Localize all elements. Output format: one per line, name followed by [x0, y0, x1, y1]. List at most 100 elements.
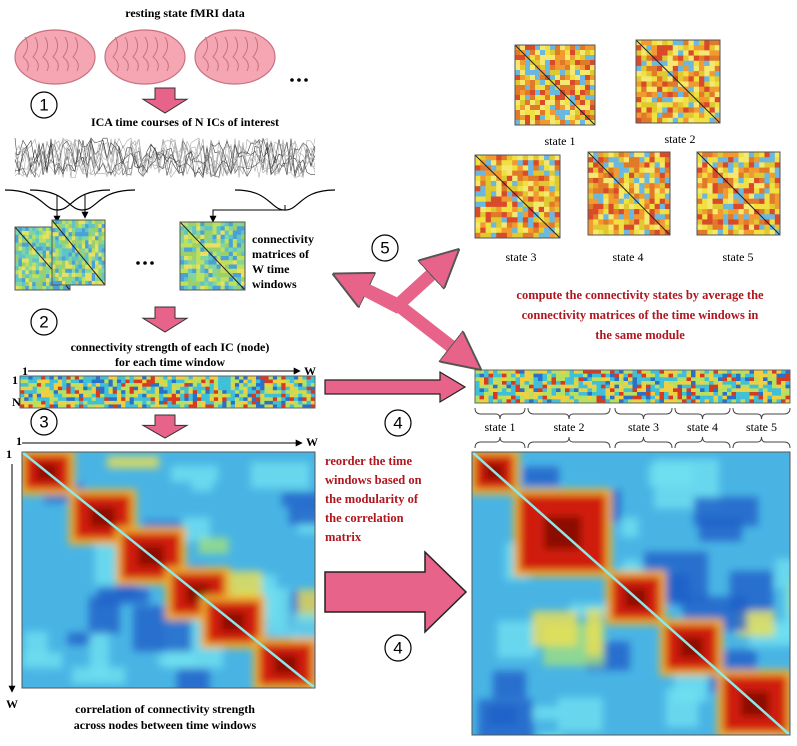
matrix-cell	[660, 194, 665, 199]
matrix-cell	[46, 239, 50, 243]
matrix-cell	[225, 231, 229, 236]
strip-cell	[520, 377, 525, 381]
strip-cell	[205, 397, 210, 401]
matrix-cell	[22, 239, 26, 243]
matrix-cell	[565, 105, 570, 110]
strip-cell	[62, 387, 67, 391]
strip-cell	[243, 401, 248, 405]
matrix-cell	[624, 194, 629, 199]
strip-cell	[184, 380, 189, 384]
matrix-cell	[475, 160, 481, 165]
matrix-cell	[15, 235, 19, 239]
matrix-cell	[739, 173, 744, 178]
matrix-cell	[82, 273, 86, 277]
matrix-cell	[723, 157, 728, 162]
strip-cell	[588, 396, 593, 400]
matrix-cell	[72, 257, 76, 261]
matrix-cell	[55, 236, 59, 240]
arrow	[398, 262, 445, 305]
matrix-cell	[528, 186, 534, 191]
strip-cell	[619, 392, 624, 396]
strip-cell	[727, 396, 732, 400]
matrix-cell	[92, 244, 96, 248]
strip-cell	[651, 392, 656, 396]
strip-cell	[529, 377, 534, 381]
strip-cell	[727, 381, 732, 385]
strip-cell	[579, 396, 584, 400]
matrix-cell	[710, 87, 716, 92]
strip-cell	[529, 385, 534, 389]
strip-cell	[705, 392, 710, 396]
matrix-cell	[603, 178, 608, 183]
matrix-cell	[634, 194, 639, 199]
matrix-cell	[728, 178, 733, 183]
matrix-cell	[580, 95, 585, 100]
strip-cell	[606, 396, 611, 400]
matrix-cell	[588, 225, 593, 230]
strip-cell	[117, 383, 122, 387]
matrix-cell	[82, 244, 86, 248]
matrix-cell	[775, 178, 780, 183]
matrix-cell	[225, 273, 229, 278]
strip-cell	[660, 381, 665, 385]
matrix-cell	[683, 40, 689, 45]
matrix-cell	[545, 115, 550, 120]
strip-cell	[745, 392, 750, 396]
strip-cell	[277, 380, 282, 384]
matrix-cell	[775, 173, 780, 178]
matrix-cell	[598, 188, 603, 193]
matrix-cell	[62, 236, 66, 240]
strip-cell	[37, 383, 42, 387]
matrix-cell	[221, 239, 225, 244]
strip-cell	[732, 388, 737, 392]
matrix-cell	[79, 257, 83, 261]
strip-cell	[570, 388, 575, 392]
matrix-cell	[43, 227, 47, 231]
strip-cell	[37, 394, 42, 398]
strip-cell	[28, 390, 33, 394]
strip-cell	[516, 392, 521, 396]
matrix-cell	[85, 236, 89, 240]
matrix-cell	[523, 191, 529, 196]
matrix-cell	[82, 277, 86, 281]
strip-cell	[682, 381, 687, 385]
matrix-cell	[480, 202, 486, 207]
matrix-cell	[85, 265, 89, 269]
matrix-patch	[621, 518, 638, 538]
matrix-cell	[36, 235, 40, 239]
matrix-cell	[689, 61, 695, 66]
axis-label: W	[304, 364, 316, 378]
matrix-cell	[237, 256, 241, 261]
matrix-cell	[39, 243, 43, 247]
strip-cell	[189, 387, 194, 391]
strip-cell	[125, 394, 130, 398]
matrix-cell	[560, 55, 565, 60]
strip-cell	[298, 376, 303, 380]
strip-cell	[302, 387, 307, 391]
strip-cell	[92, 390, 97, 394]
strip-cell	[176, 401, 181, 405]
strip-cell	[168, 394, 173, 398]
strip-cell	[184, 376, 189, 380]
matrix-cell	[624, 199, 629, 204]
strip-cell	[113, 390, 118, 394]
strip-cell	[37, 401, 42, 405]
matrix-cell	[775, 162, 780, 167]
matrix-cell	[560, 75, 565, 80]
matrix-cell	[560, 110, 565, 115]
matrix-cell	[702, 188, 707, 193]
matrix-cell	[550, 100, 555, 105]
matrix-cell	[764, 194, 769, 199]
matrix-cell	[496, 228, 502, 233]
matrix-cell	[523, 186, 529, 191]
strip-cell	[66, 376, 71, 380]
matrix-cell	[652, 92, 658, 97]
strip-cell	[138, 401, 143, 405]
matrix-patch	[493, 671, 526, 699]
strip-cell	[109, 376, 114, 380]
matrix-cell	[624, 168, 629, 173]
strip-cell	[498, 388, 503, 392]
matrix-cell	[213, 260, 217, 265]
strip-cell	[651, 370, 656, 374]
matrix-cell	[88, 273, 92, 277]
